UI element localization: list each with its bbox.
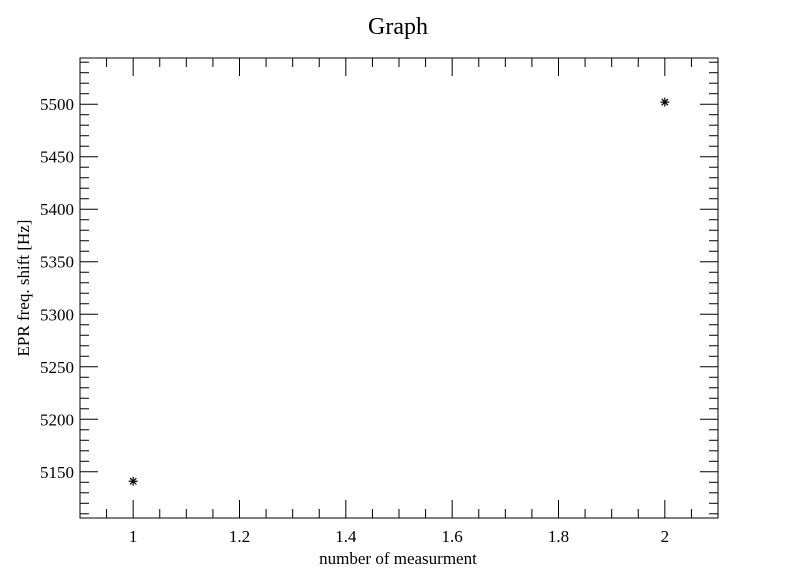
x-tick-label: 1.2 xyxy=(229,527,250,546)
y-tick-label: 5500 xyxy=(40,95,74,114)
x-tick-label: 1.6 xyxy=(442,527,463,546)
y-tick-label: 5450 xyxy=(40,148,74,167)
x-axis-label: number of measurment xyxy=(319,549,477,568)
y-tick-label: 5150 xyxy=(40,463,74,482)
y-tick-label: 5200 xyxy=(40,410,74,429)
y-tick-label: 5350 xyxy=(40,253,74,272)
star-marker-stroke xyxy=(129,477,137,485)
data-point xyxy=(660,97,670,107)
data-point xyxy=(128,476,138,486)
y-tick-label: 5250 xyxy=(40,358,74,377)
data-points xyxy=(128,97,670,486)
x-axis-ticks xyxy=(79,58,719,518)
y-axis-label: EPR freq. shift [Hz] xyxy=(14,220,33,357)
y-tick-label: 5300 xyxy=(40,305,74,324)
x-tick-label: 1.8 xyxy=(548,527,569,546)
chart-title: Graph xyxy=(368,14,428,40)
star-marker-stroke xyxy=(661,98,669,106)
x-tick-label: 1.4 xyxy=(335,527,357,546)
y-tick-label: 5400 xyxy=(40,200,74,219)
x-tick-label: 1 xyxy=(129,527,138,546)
x-tick-label: 2 xyxy=(661,527,670,546)
x-axis-tick-labels: 1 1.2 1.4 1.6 1.8 2 xyxy=(129,527,669,546)
y-axis-ticks xyxy=(80,61,718,515)
y-axis-tick-labels: 5150 5200 5250 5300 5350 5400 5450 5500 xyxy=(40,95,74,482)
